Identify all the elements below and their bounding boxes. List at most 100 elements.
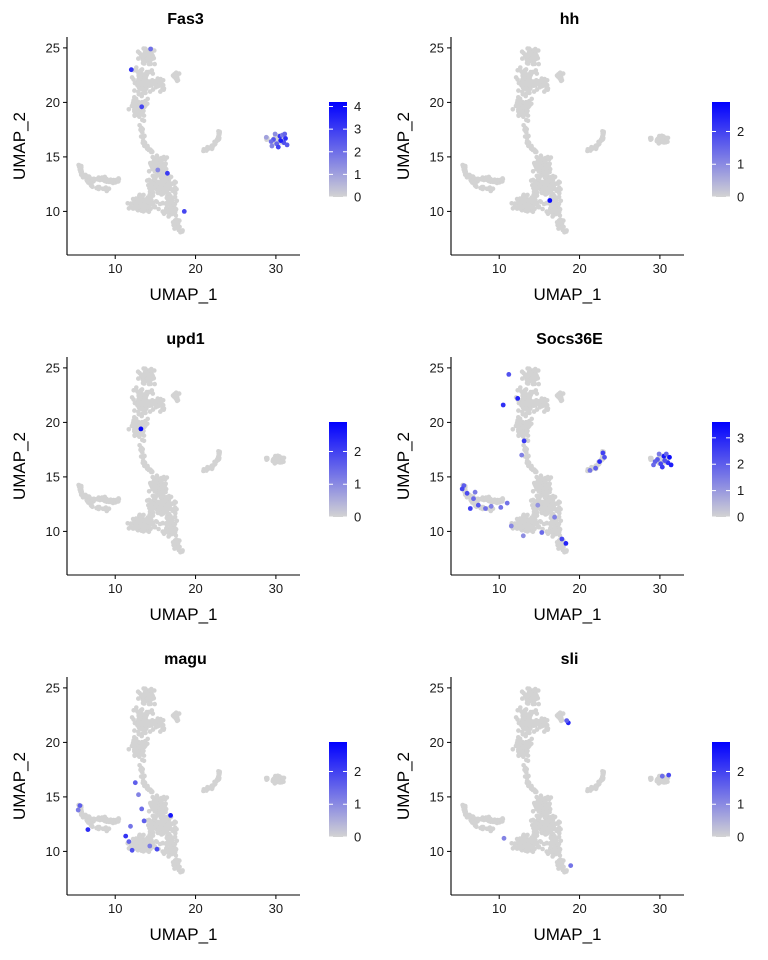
cell-point — [143, 366, 148, 372]
legend-tick-label: 0 — [737, 190, 744, 205]
cell-point — [129, 75, 135, 80]
cell-point — [544, 173, 549, 179]
cell-point — [136, 89, 141, 95]
cell-point — [526, 142, 532, 148]
expressing-cell-point — [155, 167, 161, 173]
cell-point — [135, 369, 141, 375]
cell-point — [141, 748, 146, 754]
cell-point — [526, 424, 531, 430]
cell-point — [142, 782, 148, 788]
cell-point — [551, 195, 557, 200]
cell-point — [174, 220, 180, 225]
cell-point — [597, 141, 602, 146]
cell-point — [91, 496, 97, 502]
cell-point — [524, 449, 529, 455]
cell-point — [546, 209, 552, 215]
cell-point — [160, 173, 165, 179]
cell-point — [556, 185, 562, 190]
cell-point — [519, 431, 524, 436]
cell-point — [97, 497, 103, 503]
cell-point — [536, 61, 541, 67]
cell-point — [201, 148, 206, 154]
cell-point — [149, 149, 155, 154]
cell-point — [488, 187, 493, 192]
cell-point — [135, 401, 140, 407]
cell-point — [547, 185, 552, 191]
cell-point — [549, 501, 555, 507]
cell-point — [557, 70, 563, 75]
cell-point — [522, 134, 528, 139]
cell-point — [213, 461, 218, 467]
cell-point — [77, 484, 82, 490]
cell-point — [142, 199, 147, 204]
expressing-cell-point — [467, 506, 473, 511]
cell-point — [140, 377, 146, 383]
cell-point — [115, 499, 121, 504]
cell-point — [148, 526, 153, 532]
y-tick-label: 25 — [430, 40, 444, 55]
legend-colorbar — [329, 422, 347, 517]
cell-point — [526, 61, 531, 66]
cell-point — [175, 715, 180, 721]
cell-point — [529, 96, 534, 102]
cell-point — [138, 774, 144, 779]
y-tick-label: 10 — [46, 524, 60, 539]
cell-point — [526, 519, 531, 524]
cell-point — [647, 135, 653, 141]
cell-point — [518, 385, 523, 390]
expressing-cell-point — [275, 144, 281, 150]
cell-point — [533, 366, 538, 372]
cell-point — [157, 157, 162, 162]
expressing-cell-points — [547, 198, 553, 203]
cell-point — [547, 189, 553, 195]
cell-point — [516, 408, 521, 413]
cell-point — [520, 409, 525, 415]
expressing-cell-point — [651, 462, 656, 468]
cell-point — [557, 206, 563, 212]
cell-point — [530, 389, 536, 395]
cell-point — [137, 123, 142, 128]
cell-point — [525, 397, 531, 403]
cell-point — [141, 525, 147, 530]
cell-point — [141, 77, 147, 83]
x-tick-label: 20 — [188, 261, 202, 276]
cell-point — [520, 104, 526, 110]
expressing-cell-point — [272, 131, 278, 137]
cell-point — [132, 520, 137, 525]
cell-point — [155, 718, 161, 724]
legend-tick-label: 3 — [354, 122, 361, 137]
cell-point — [533, 149, 539, 154]
cell-point — [146, 497, 152, 503]
legend-tick-label: 4 — [354, 99, 361, 114]
cell-point — [530, 69, 536, 75]
expressing-cell-point — [459, 486, 465, 492]
cell-point — [142, 519, 147, 524]
cell-point — [160, 809, 166, 815]
cell-point — [601, 129, 606, 135]
cell-point — [135, 721, 140, 727]
cell-point — [136, 56, 141, 61]
cell-point — [163, 505, 168, 511]
cell-point — [509, 201, 514, 206]
cell-point — [156, 206, 161, 212]
cell-point — [170, 188, 175, 194]
cell-point — [537, 161, 542, 166]
cell-point — [160, 402, 166, 408]
cell-point — [138, 522, 143, 528]
cell-point — [532, 202, 537, 207]
cell-point — [588, 146, 594, 152]
cell-point — [147, 700, 153, 706]
cell-point — [139, 693, 144, 699]
cell-point — [153, 801, 158, 806]
expressing-cell-point — [515, 396, 521, 401]
cell-point — [164, 475, 170, 480]
cell-point — [85, 178, 90, 184]
cell-points — [460, 46, 671, 235]
cell-point — [148, 183, 153, 188]
cell-point — [173, 390, 179, 396]
cell-point — [513, 75, 519, 80]
cell-point — [530, 489, 536, 494]
expressing-cell-point — [181, 209, 187, 214]
expressing-cell-point — [282, 131, 288, 137]
